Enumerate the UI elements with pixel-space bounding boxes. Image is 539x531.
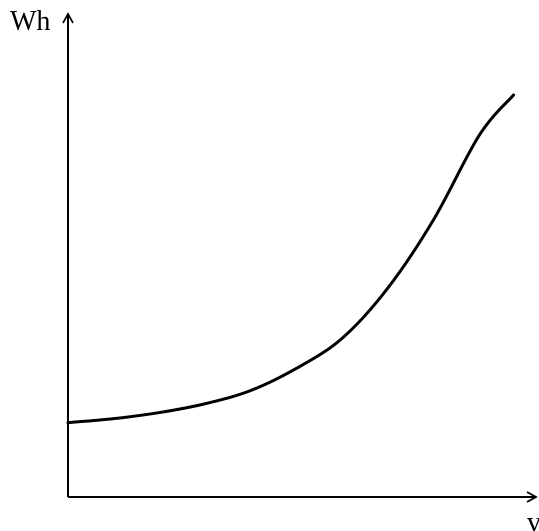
x-axis-label: v xyxy=(527,507,539,531)
series-line-0 xyxy=(66,93,516,425)
axes xyxy=(62,12,538,503)
y-axis-arrow-icon xyxy=(62,12,74,24)
y-axis-label: Wh xyxy=(10,6,50,37)
series-layer xyxy=(66,93,516,425)
x-axis-arrow-icon xyxy=(526,491,538,503)
